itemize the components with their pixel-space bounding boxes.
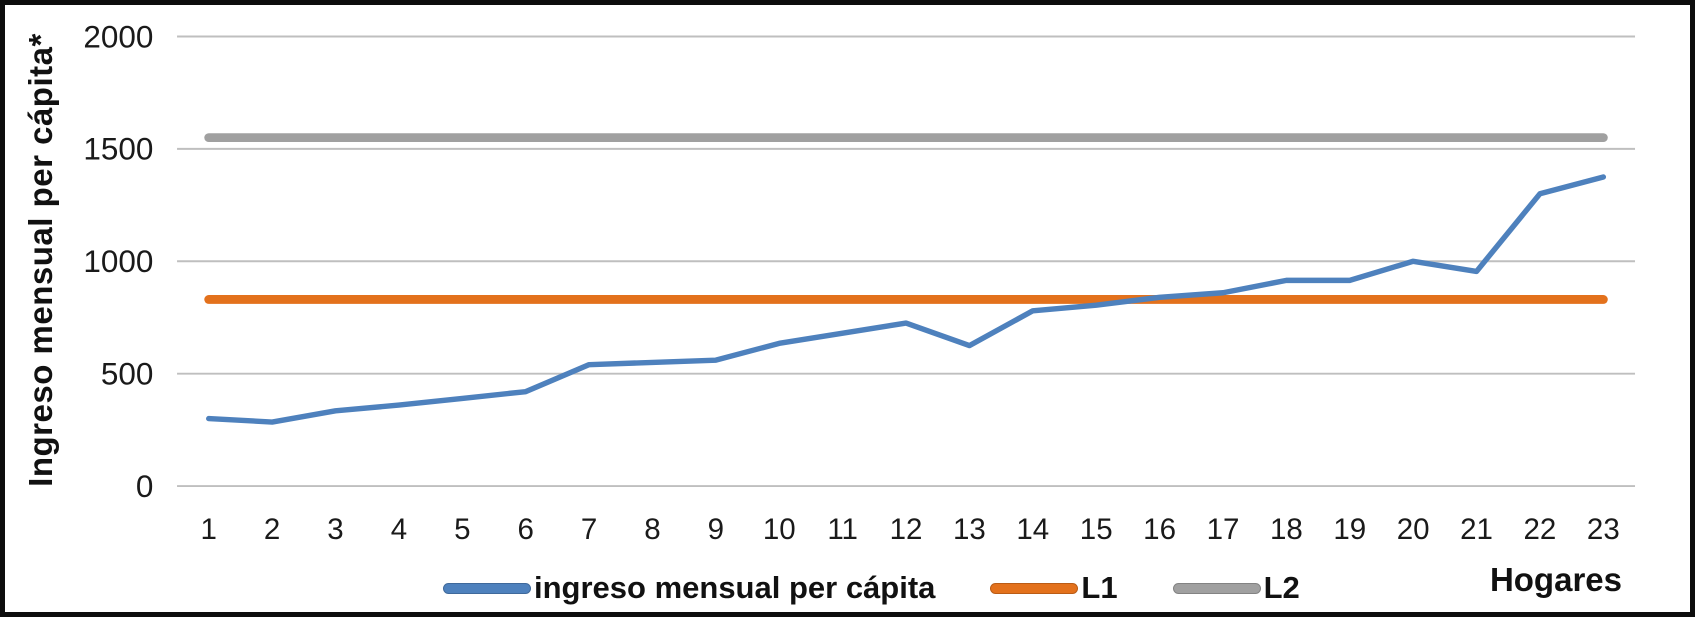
legend-swatch-ingreso-icon bbox=[443, 582, 531, 594]
y-tick-label: 0 bbox=[136, 469, 154, 504]
x-tick-label: 6 bbox=[517, 513, 533, 546]
x-tick-label: 15 bbox=[1080, 513, 1113, 546]
legend-item-l1: L1 bbox=[990, 570, 1118, 606]
legend-item-ingreso: ingreso mensual per cápita bbox=[443, 570, 935, 606]
legend-swatch-l2-icon bbox=[1172, 582, 1261, 594]
x-tick-label: 11 bbox=[827, 513, 858, 546]
x-tick-label: 2 bbox=[264, 513, 280, 546]
x-tick-label: 3 bbox=[327, 513, 343, 546]
x-tick-label: 22 bbox=[1524, 513, 1557, 546]
series-line-ingreso bbox=[206, 174, 1607, 425]
x-tick-label: 12 bbox=[890, 513, 923, 546]
legend-item-l2: L2 bbox=[1172, 570, 1300, 606]
x-tick-label: 5 bbox=[454, 513, 470, 546]
x-tick-label: 23 bbox=[1587, 513, 1620, 546]
x-tick-label: 14 bbox=[1016, 513, 1049, 546]
x-tick-label: 18 bbox=[1270, 513, 1303, 546]
y-axis-title: Ingreso mensual per cápita* bbox=[22, 33, 59, 487]
x-tick-label: 17 bbox=[1207, 513, 1240, 546]
x-tick-label: 8 bbox=[644, 513, 660, 546]
y-tick-label: 500 bbox=[101, 356, 154, 391]
x-tick-label: 1 bbox=[201, 513, 217, 546]
y-tick-label: 1000 bbox=[83, 244, 153, 279]
x-tick-label: 4 bbox=[391, 513, 407, 546]
legend-label-l1: L1 bbox=[1081, 570, 1118, 605]
x-tick-label: 10 bbox=[763, 513, 796, 546]
x-tick-label: 9 bbox=[708, 513, 724, 546]
legend-label-l2: L2 bbox=[1263, 570, 1300, 605]
x-tick-label: 20 bbox=[1397, 513, 1430, 546]
x-tick-label: 19 bbox=[1333, 513, 1366, 546]
legend: ingreso mensual per cápita L1 L2 bbox=[443, 570, 1300, 606]
x-tick-label: 16 bbox=[1143, 513, 1176, 546]
legend-swatch-l1-icon bbox=[990, 582, 1079, 594]
legend-label-ingreso: ingreso mensual per cápita bbox=[534, 570, 936, 605]
x-axis-title: Hogares bbox=[1489, 561, 1622, 598]
y-tick-label: 1500 bbox=[83, 132, 153, 167]
x-tick-label: 21 bbox=[1460, 513, 1493, 546]
x-tick-label: 7 bbox=[581, 513, 597, 546]
y-tick-label: 2000 bbox=[83, 19, 153, 54]
x-tick-label: 13 bbox=[953, 513, 986, 546]
